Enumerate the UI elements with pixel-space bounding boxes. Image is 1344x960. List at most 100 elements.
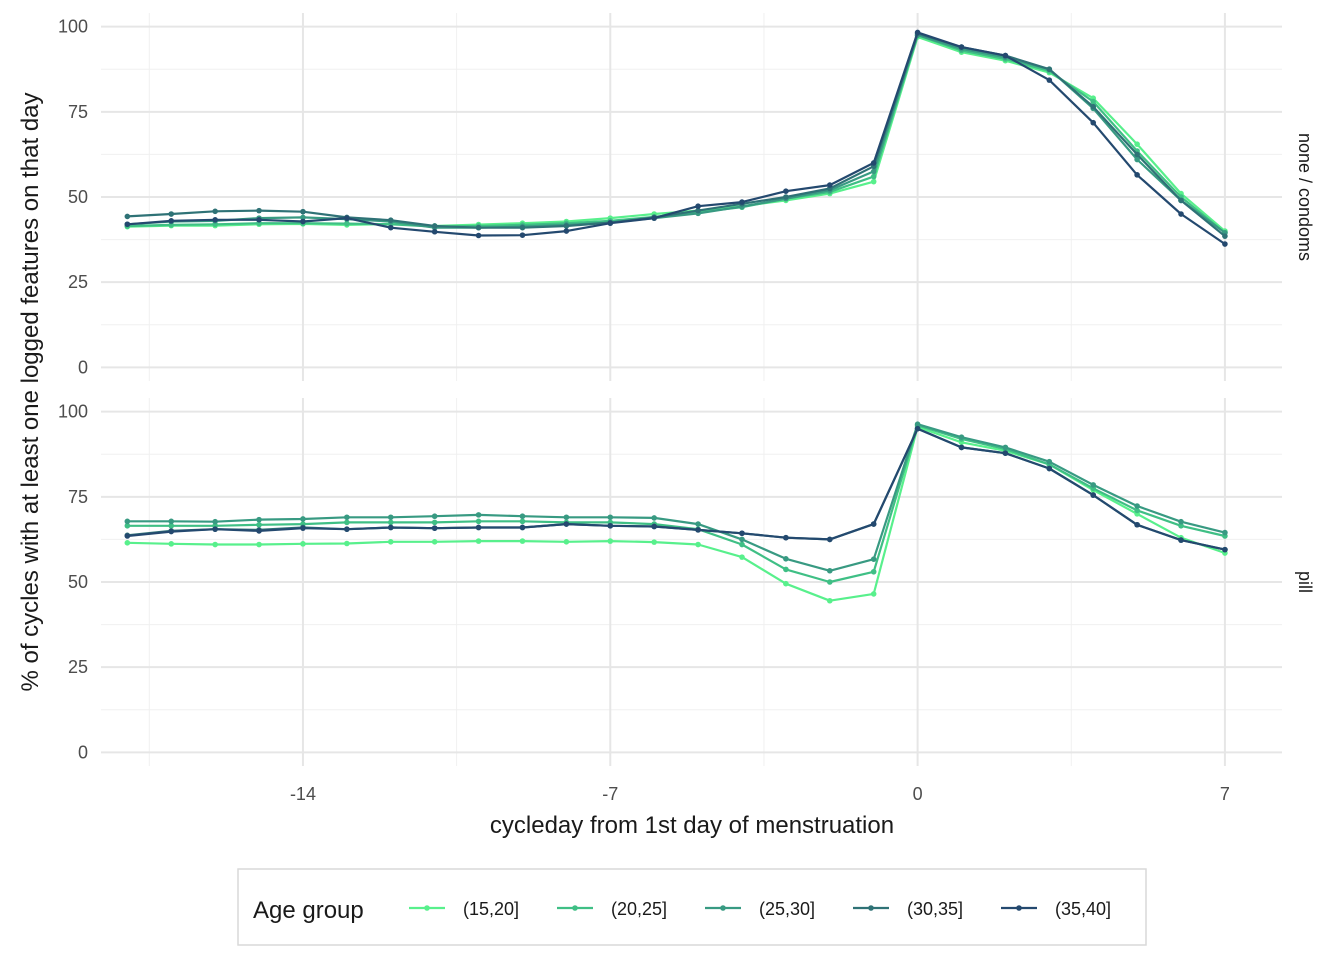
data-point	[826, 597, 833, 604]
legend-label: (20,25]	[611, 899, 667, 919]
y-tick-label: 100	[58, 402, 88, 422]
data-point	[124, 522, 131, 529]
data-point	[212, 518, 218, 525]
data-point	[739, 530, 745, 537]
data-point	[300, 218, 306, 225]
data-point	[1046, 465, 1053, 472]
data-point	[1134, 151, 1140, 158]
data-point	[870, 521, 877, 527]
data-point	[431, 513, 438, 520]
data-point	[1046, 77, 1053, 83]
data-point	[387, 514, 394, 521]
series-line	[127, 424, 1226, 584]
data-point	[739, 541, 745, 548]
data-point	[1002, 52, 1009, 59]
data-point	[475, 224, 482, 231]
series-line	[127, 33, 1226, 234]
panels-layer: 0 25 50 75 100 none / condoms 0 25 50 75 100 pill -1…	[58, 13, 1315, 804]
y-tick-label: 50	[68, 187, 88, 207]
data-point	[826, 567, 833, 574]
data-point	[651, 523, 657, 530]
data-point	[431, 223, 438, 229]
data-point	[475, 232, 482, 239]
series-line	[127, 427, 1226, 551]
data-point	[256, 516, 262, 523]
data-point	[387, 538, 394, 545]
data-point	[958, 434, 965, 440]
data-point	[256, 217, 262, 223]
data-point	[1178, 522, 1184, 529]
data-point	[739, 554, 745, 560]
data-point	[870, 178, 877, 185]
data-point	[783, 566, 789, 573]
data-point	[958, 44, 965, 50]
data-point	[168, 522, 175, 529]
data-point	[607, 522, 614, 529]
data-point	[300, 525, 306, 531]
data-point	[1090, 119, 1097, 126]
series-line	[127, 32, 1226, 238]
data-point	[344, 215, 350, 221]
data-point	[431, 525, 438, 531]
legend-key-point	[720, 905, 726, 911]
y-tick-label: 0	[78, 742, 88, 762]
data-point	[475, 518, 482, 525]
x-axis-title: cycleday from 1st day of menstruation	[490, 812, 894, 839]
data-point	[607, 514, 614, 521]
legend-key-point	[572, 905, 578, 911]
x-tick-label: 0	[913, 784, 923, 804]
data-point	[783, 556, 789, 562]
data-point	[344, 220, 350, 227]
data-point	[1002, 450, 1009, 457]
data-point	[914, 425, 921, 432]
data-point	[1090, 98, 1097, 105]
data-point	[344, 514, 350, 521]
data-point	[344, 526, 350, 532]
data-point	[256, 541, 262, 548]
legend-key-point	[424, 905, 430, 911]
data-point	[695, 521, 701, 527]
legend-label: (25,30]	[759, 899, 815, 919]
data-point	[826, 536, 833, 543]
data-point	[168, 211, 175, 217]
data-point	[387, 524, 394, 531]
x-tick-label: 7	[1220, 784, 1230, 804]
data-point	[651, 215, 657, 221]
data-point	[124, 221, 131, 228]
data-point	[519, 513, 526, 520]
data-point	[914, 29, 921, 36]
series-line	[127, 35, 1226, 232]
data-point	[563, 514, 570, 521]
y-tick-label: 75	[68, 102, 88, 122]
data-point	[563, 538, 570, 545]
data-point	[1178, 537, 1184, 543]
data-point	[168, 541, 175, 547]
legend-items: (15,20] (20,25] (25,30] (30,35] (35,40]	[409, 899, 1111, 919]
data-point	[783, 534, 789, 541]
data-point	[124, 540, 131, 546]
data-point	[256, 521, 262, 528]
data-point	[563, 228, 570, 234]
data-point	[1090, 482, 1097, 488]
y-tick-label: 75	[68, 487, 88, 507]
data-point	[1134, 156, 1140, 163]
y-tick-label: 0	[78, 357, 88, 377]
data-point	[344, 519, 350, 526]
data-point	[1046, 458, 1053, 465]
data-point	[651, 539, 657, 545]
data-point	[783, 194, 789, 200]
data-point	[256, 207, 262, 214]
data-point	[300, 208, 306, 215]
data-point	[212, 541, 218, 548]
data-point	[1002, 444, 1009, 451]
data-point	[870, 591, 877, 597]
data-point	[783, 580, 789, 587]
data-point	[870, 556, 877, 562]
data-point	[168, 518, 175, 525]
data-point	[1134, 172, 1140, 178]
data-point	[651, 515, 657, 521]
legend: Age group (15,20] (20,25] (25,30] (30,35] (3…	[237, 868, 1147, 946]
data-point	[431, 519, 438, 526]
data-point	[563, 223, 570, 229]
data-point	[870, 568, 877, 575]
